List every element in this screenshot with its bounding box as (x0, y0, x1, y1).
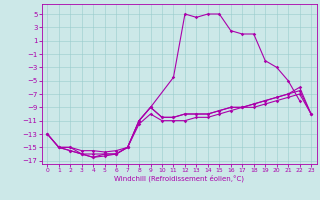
X-axis label: Windchill (Refroidissement éolien,°C): Windchill (Refroidissement éolien,°C) (114, 175, 244, 182)
